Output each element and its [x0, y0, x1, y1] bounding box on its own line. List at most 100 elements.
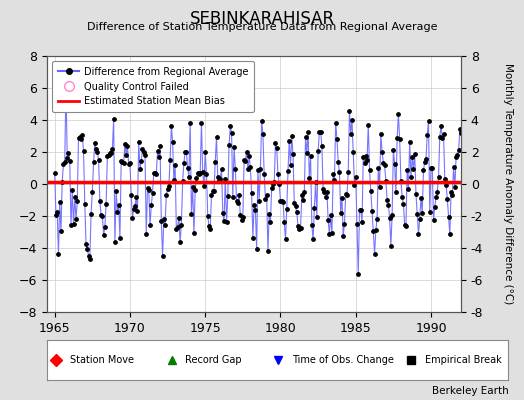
Point: [249, 234, 257, 241]
Point: [147, 202, 156, 209]
Point: [177, 221, 185, 228]
Point: [300, 189, 309, 196]
Point: [190, 230, 198, 236]
Point: [151, 170, 159, 176]
Point: [250, 201, 258, 208]
Point: [247, 190, 256, 196]
Point: [127, 192, 135, 198]
Point: [429, 216, 438, 223]
Point: [422, 156, 430, 162]
Point: [265, 210, 274, 217]
Point: [201, 149, 210, 156]
Point: [85, 256, 94, 262]
Point: [404, 186, 412, 192]
Point: [365, 167, 374, 173]
Point: [298, 191, 306, 198]
Point: [189, 184, 197, 190]
Point: [410, 150, 419, 157]
Point: [68, 187, 77, 194]
Point: [330, 177, 339, 183]
Point: [232, 198, 241, 204]
Point: [380, 162, 389, 168]
Text: Record Gap: Record Gap: [185, 355, 242, 365]
Point: [126, 160, 134, 167]
Point: [111, 239, 119, 245]
Point: [398, 194, 406, 201]
Point: [148, 189, 157, 196]
Point: [203, 212, 212, 219]
Point: [348, 117, 356, 124]
Point: [431, 204, 439, 210]
Point: [334, 158, 342, 165]
Point: [125, 161, 133, 168]
Point: [451, 183, 459, 190]
Point: [216, 176, 224, 182]
Point: [171, 162, 179, 168]
Point: [63, 155, 71, 162]
Point: [403, 167, 411, 174]
Point: [238, 214, 247, 220]
Point: [106, 150, 114, 157]
Point: [326, 212, 335, 218]
Point: [406, 139, 414, 146]
Point: [227, 130, 236, 136]
Point: [162, 192, 170, 198]
Point: [290, 200, 299, 206]
Point: [456, 126, 464, 132]
Point: [157, 218, 166, 224]
Point: [110, 115, 118, 122]
Point: [329, 171, 337, 178]
Point: [241, 158, 249, 164]
Point: [313, 214, 321, 220]
Point: [181, 148, 189, 155]
Point: [372, 227, 380, 234]
Point: [397, 177, 405, 184]
Point: [270, 179, 278, 186]
Y-axis label: Monthly Temperature Anomaly Difference (°C): Monthly Temperature Anomaly Difference (…: [503, 63, 513, 305]
Point: [400, 222, 409, 228]
Point: [310, 205, 319, 212]
Point: [346, 130, 355, 137]
Point: [92, 146, 100, 152]
Point: [237, 216, 246, 223]
Point: [427, 165, 435, 172]
Point: [438, 135, 446, 141]
Point: [118, 159, 127, 166]
Point: [354, 271, 363, 277]
Point: [276, 198, 285, 204]
Point: [271, 140, 280, 146]
Point: [286, 162, 294, 168]
Point: [379, 160, 388, 166]
Point: [220, 218, 228, 224]
Point: [84, 253, 93, 259]
Point: [256, 166, 265, 172]
Point: [161, 222, 169, 228]
Point: [364, 122, 373, 128]
Point: [392, 189, 400, 195]
Point: [217, 166, 226, 172]
Point: [324, 217, 332, 223]
Point: [185, 174, 193, 180]
Point: [457, 130, 465, 136]
Point: [152, 171, 160, 177]
Point: [211, 158, 220, 165]
Point: [50, 169, 59, 176]
Point: [131, 202, 139, 209]
Point: [336, 209, 345, 216]
Point: [245, 153, 253, 160]
Point: [377, 131, 385, 137]
Point: [156, 143, 164, 150]
Point: [172, 226, 181, 232]
Point: [183, 165, 192, 171]
Point: [90, 159, 98, 166]
Point: [408, 154, 417, 160]
Point: [338, 195, 346, 202]
Point: [349, 149, 357, 155]
Point: [424, 118, 433, 124]
Point: [138, 146, 147, 152]
Point: [253, 246, 261, 252]
Point: [53, 208, 61, 215]
Point: [246, 164, 255, 171]
Point: [386, 214, 394, 221]
Point: [434, 174, 443, 180]
